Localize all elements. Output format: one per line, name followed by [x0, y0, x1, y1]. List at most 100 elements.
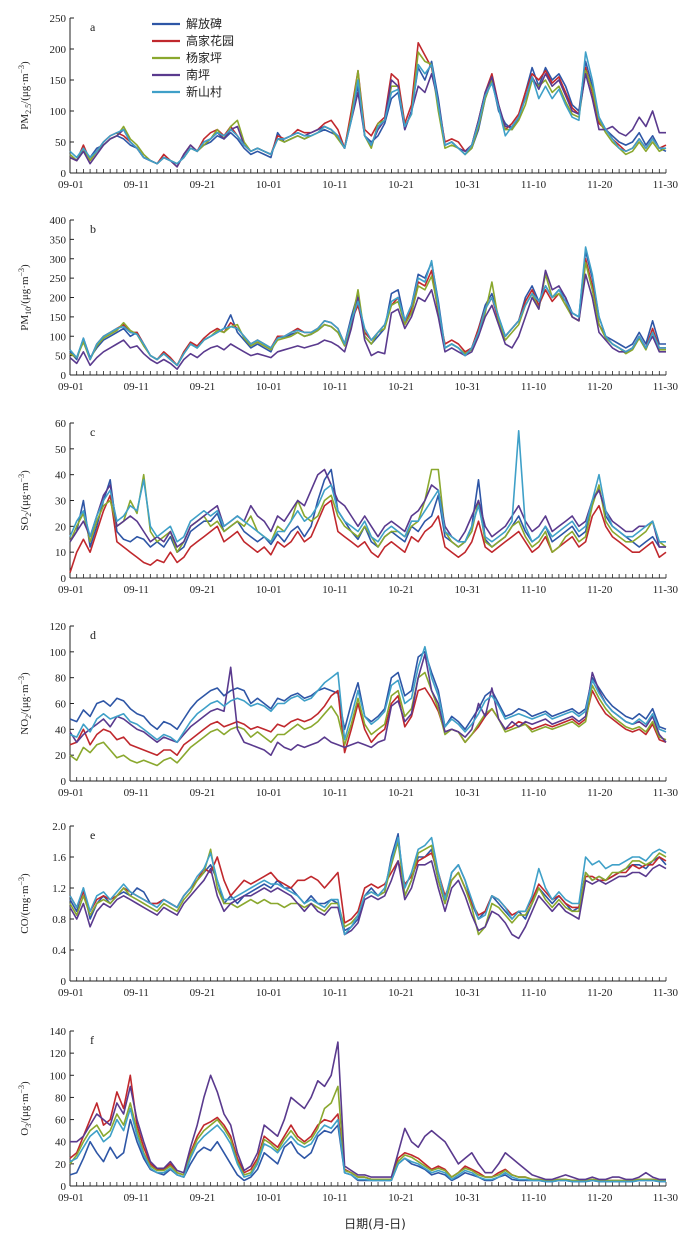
x-tick-label: 11-20	[587, 381, 613, 393]
x-tick-label: 09-01	[58, 179, 84, 191]
panel-letter: f	[90, 1033, 94, 1047]
y-tick-label: 100	[50, 331, 67, 343]
y-axis-label: PM10/(μg·m−3)	[17, 264, 33, 331]
series-line-5	[69, 645, 667, 744]
panel-letter: b	[90, 222, 96, 236]
panel-a: 0 50 100 150 200 250 09-01 09-11 09-21 10-01 10-11…	[17, 13, 678, 191]
x-tick-label: 09-21	[190, 1192, 216, 1204]
legend-item: 南坪	[152, 67, 210, 82]
panel-letter: e	[90, 828, 95, 842]
x-axis-label: 日期(月-日)	[344, 1217, 406, 1231]
x-tick-label: 09-01	[58, 584, 84, 596]
y-tick-label: 200	[50, 293, 67, 305]
legend-label: 新山村	[186, 84, 222, 99]
x-tick-label: 09-21	[190, 787, 216, 799]
series-line-5	[69, 1107, 666, 1183]
x-tick-label: 10-21	[388, 987, 414, 999]
y-tick-label: 10	[55, 547, 67, 559]
y-axis-label: O3/(μg·m−3)	[17, 1081, 33, 1136]
series-line-4	[69, 468, 666, 548]
x-tick-label: 11-10	[521, 584, 547, 596]
series-line-2	[69, 687, 667, 757]
series-line-5	[69, 246, 666, 367]
x-tick-label: 09-01	[58, 787, 84, 799]
y-axis-label: PM2.5/(μg·m−3)	[17, 61, 33, 130]
x-tick-label: 09-21	[190, 381, 216, 393]
y-tick-label: 250	[50, 13, 67, 25]
y-tick-label: 1.6	[52, 852, 66, 864]
series-line-3	[69, 1085, 666, 1182]
x-tick-label: 10-21	[388, 179, 414, 191]
x-tick-label: 10-01	[256, 179, 282, 191]
x-tick-label: 10-01	[256, 584, 282, 596]
panel-letter: c	[90, 425, 95, 439]
y-tick-label: 0	[61, 976, 67, 988]
x-tick-label: 11-10	[521, 1192, 547, 1204]
x-tick-label: 10-21	[388, 584, 414, 596]
series-line-2	[69, 41, 667, 168]
series-line-3	[69, 671, 667, 767]
panel-d: 0 20 40 60 80 100 120 09-01 09-11 09-21 10-01 10-11…	[17, 621, 678, 799]
y-tick-label: 0	[61, 1181, 67, 1193]
x-tick-label: 11-20	[587, 584, 613, 596]
x-tick-label: 11-30	[653, 1192, 679, 1204]
y-tick-label: 80	[55, 1092, 67, 1104]
series-line-2	[69, 494, 667, 574]
y-tick-label: 400	[50, 215, 67, 227]
y-axis-label: SO2/(μg·m−3)	[17, 470, 33, 531]
y-tick-label: 0	[61, 776, 67, 788]
panel-c: 0 10 20 30 40 50 60 09-01 09-11 09-21 10-01 10-11 10…	[17, 418, 678, 596]
series-line-4	[69, 860, 667, 940]
x-tick-label: 10-31	[454, 381, 480, 393]
x-tick-label: 09-11	[124, 381, 149, 393]
y-tick-label: 150	[50, 75, 67, 87]
y-axis-label: CO/(mg·m−3)	[17, 873, 31, 934]
series-line-3	[69, 261, 666, 367]
x-tick-label: 11-30	[653, 179, 679, 191]
y-tick-label: 20	[55, 521, 67, 533]
y-tick-label: 60	[55, 1115, 67, 1127]
y-tick-label: 250	[50, 273, 67, 285]
y-tick-label: 50	[55, 444, 67, 456]
x-tick-label: 10-01	[256, 987, 282, 999]
x-tick-label: 10-01	[256, 787, 282, 799]
y-tick-label: 40	[55, 1137, 67, 1149]
y-tick-label: 120	[50, 1048, 67, 1060]
x-tick-label: 10-21	[388, 1192, 414, 1204]
y-tick-label: 20	[55, 1159, 67, 1171]
x-tick-label: 10-11	[322, 584, 347, 596]
x-tick-label: 10-01	[256, 1192, 282, 1204]
y-tick-label: 1.2	[52, 883, 66, 895]
y-tick-label: 60	[55, 418, 67, 430]
x-tick-label: 11-10	[521, 179, 547, 191]
panel-letter: d	[90, 628, 96, 642]
x-tick-label: 09-11	[124, 1192, 149, 1204]
panel-letter: a	[90, 20, 96, 34]
x-tick-label: 11-20	[587, 179, 613, 191]
series-line-5	[69, 836, 667, 936]
legend-label: 南坪	[186, 67, 210, 82]
legend-item: 高家花园	[152, 33, 234, 48]
x-tick-label: 09-01	[58, 381, 84, 393]
x-tick-label: 11-10	[521, 987, 547, 999]
y-tick-label: 0.4	[52, 945, 66, 957]
x-tick-label: 09-11	[124, 987, 149, 999]
panel-b: 0 50 100 150 200 250 300 350 400 09-01 09-11 09-21 1…	[17, 215, 678, 393]
x-tick-label: 10-11	[322, 381, 347, 393]
legend-label: 解放碑	[186, 16, 222, 31]
x-tick-label: 10-31	[454, 1192, 480, 1204]
legend-item: 解放碑	[152, 16, 222, 31]
x-tick-label: 10-21	[388, 381, 414, 393]
x-tick-label: 11-30	[653, 987, 679, 999]
y-tick-label: 100	[50, 1070, 67, 1082]
y-tick-label: 0	[61, 168, 67, 180]
series-line-3	[69, 840, 667, 936]
y-tick-label: 50	[55, 351, 67, 363]
y-tick-label: 300	[50, 254, 67, 266]
x-tick-label: 09-11	[124, 584, 149, 596]
x-tick-label: 10-31	[454, 987, 480, 999]
legend-label: 杨家坪	[186, 50, 222, 65]
y-axis-label: NO2/(μg·m−3)	[17, 672, 33, 735]
